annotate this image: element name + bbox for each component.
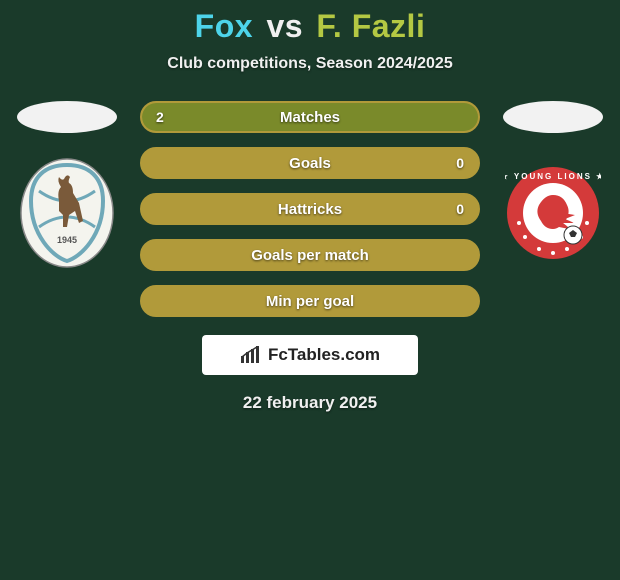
stat-value-left: 2 <box>156 109 164 125</box>
stat-value-right: 0 <box>456 201 464 217</box>
infographic-root: Fox vs F. Fazli Club competitions, Seaso… <box>0 0 620 413</box>
player1-club-badge: 1945 <box>19 157 115 269</box>
player2-name: F. Fazli <box>316 8 425 44</box>
stat-bar: Min per goal <box>140 285 480 317</box>
stat-bar: Matches2 <box>140 101 480 133</box>
vs-label: vs <box>266 8 303 44</box>
stat-label: Min per goal <box>142 293 478 310</box>
player1-name: Fox <box>195 8 253 44</box>
left-side: 1945 <box>12 101 122 269</box>
stat-bar: Hattricks0 <box>140 193 480 225</box>
right-side: ★ YOUNG LIONS ★ <box>498 101 608 269</box>
stat-label: Goals per match <box>142 247 478 264</box>
founded-year: 1945 <box>57 235 77 245</box>
date-label: 22 february 2025 <box>243 393 377 413</box>
shield-badge-icon: 1945 <box>19 157 115 269</box>
stat-label: Hattricks <box>142 201 478 218</box>
stat-label: Matches <box>142 109 478 126</box>
subtitle: Club competitions, Season 2024/2025 <box>167 55 452 73</box>
stat-value-right: 0 <box>456 155 464 171</box>
title: Fox vs F. Fazli <box>195 8 426 45</box>
stat-label: Goals <box>142 155 478 172</box>
stat-bar: Goals0 <box>140 147 480 179</box>
player1-oval <box>17 101 117 133</box>
svg-text:★ YOUNG LIONS ★: ★ YOUNG LIONS ★ <box>505 172 601 181</box>
stat-bar: Goals per match <box>140 239 480 271</box>
circle-badge-icon: ★ YOUNG LIONS ★ <box>505 165 601 261</box>
watermark-text: FcTables.com <box>268 345 380 365</box>
main-layout: 1945 Matches2Goals0Hattricks0Goals per m… <box>0 101 620 317</box>
stat-bars: Matches2Goals0Hattricks0Goals per matchM… <box>140 101 480 317</box>
watermark: FcTables.com <box>202 335 418 375</box>
player2-oval <box>503 101 603 133</box>
chart-bars-icon <box>240 346 262 364</box>
player2-club-badge: ★ YOUNG LIONS ★ <box>505 157 601 269</box>
